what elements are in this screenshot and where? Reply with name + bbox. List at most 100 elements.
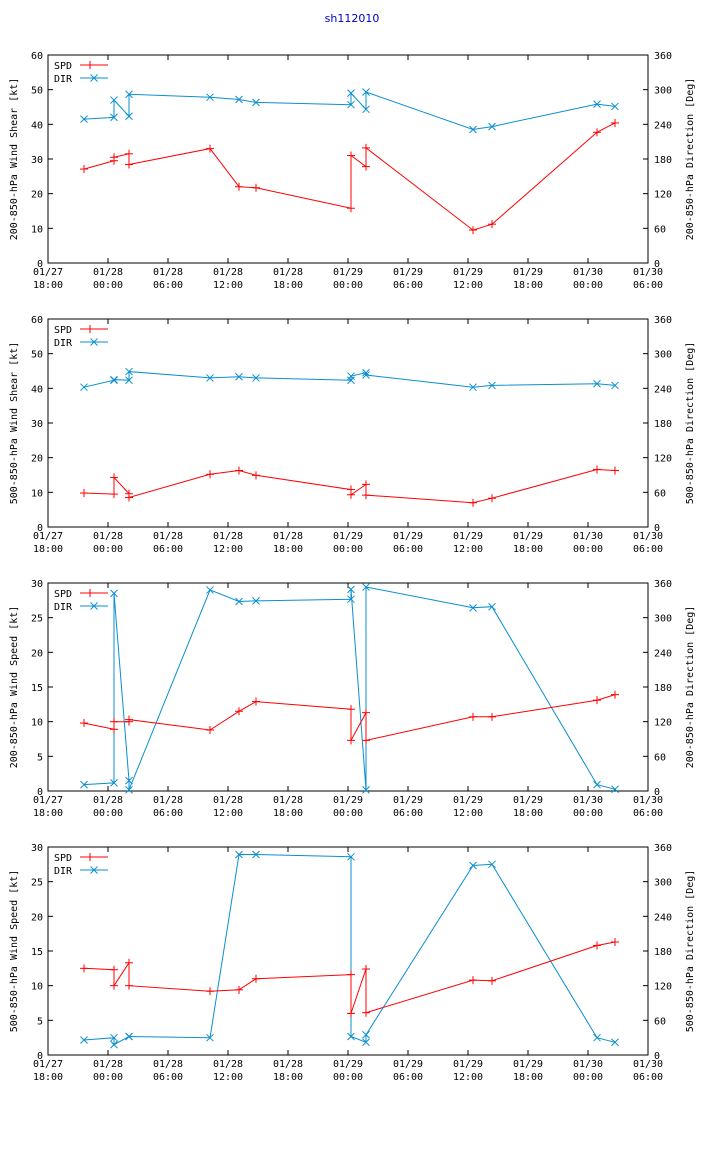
chart-panel-500-850-shear: 0 10 20 30 40 50 60 0 60 120 180 240 300 360 01/27 18:0…	[9, 315, 696, 555]
spd-point	[347, 490, 355, 499]
y2-axis-title: 500-850-hPa Direction [Deg]	[685, 870, 696, 1033]
y-tick-label: 5	[37, 752, 43, 763]
x-tick-date: 01/28	[153, 795, 183, 806]
legend-label-dir: DIR	[54, 866, 73, 877]
x-tick-date: 01/28	[273, 267, 303, 278]
x-tick-time: 00:00	[333, 808, 363, 819]
y2-tick-label: 60	[654, 488, 666, 499]
y-tick-label: 30	[31, 419, 43, 430]
dir-point	[488, 860, 496, 869]
dir-point	[362, 1030, 370, 1039]
plot-frame	[47, 318, 649, 528]
dir-point	[252, 850, 260, 859]
y-tick-label: 50	[31, 86, 43, 97]
spd-point	[362, 708, 370, 717]
y-tick-label: 40	[31, 120, 43, 131]
x-tick-date: 01/29	[333, 1059, 363, 1070]
x-tick-date: 01/27	[33, 531, 63, 542]
spd-point	[110, 725, 118, 734]
x-tick-date: 01/29	[513, 795, 543, 806]
x-tick-date: 01/30	[573, 267, 603, 278]
dir-point	[362, 785, 370, 794]
spd-point	[80, 165, 88, 174]
spd-point	[80, 489, 88, 498]
legend-label-dir: DIR	[54, 74, 73, 85]
legend-marker-dir	[90, 866, 98, 874]
x-tick-time: 00:00	[93, 808, 123, 819]
spd-point	[347, 970, 355, 979]
x-tick-date: 01/29	[333, 531, 363, 542]
dir-point	[593, 1033, 601, 1042]
dir-point	[347, 1032, 355, 1041]
chart-panel-200-850-speed: 05101520253006012018024030036001/2718:00…	[9, 579, 696, 819]
dir-point	[347, 372, 355, 381]
legend-label-spd: SPD	[54, 325, 72, 336]
y2-tick-label: 300	[654, 350, 672, 361]
y2-tick-label: 360	[654, 315, 672, 326]
legend: SPD DIR	[54, 853, 108, 877]
spd-point	[347, 1009, 355, 1018]
x-tick-date: 01/30	[573, 531, 603, 542]
x-tick-time: 18:00	[273, 808, 303, 819]
x-tick-date: 01/28	[213, 531, 243, 542]
spd-point	[110, 981, 118, 990]
chart-panel-500-850-speed: 05101520253006012018024030036001/2718:00…	[9, 843, 696, 1083]
spd-point	[362, 162, 370, 171]
spd-point	[611, 118, 619, 127]
dir-point	[593, 100, 601, 108]
y2-tick-label: 0	[654, 259, 660, 270]
y-axis-title: 200-850-hPa Wind Shear [kt]	[9, 78, 20, 241]
y-tick-label: 60	[31, 51, 43, 62]
legend-label-spd: SPD	[54, 853, 72, 864]
x-tick-time: 00:00	[573, 808, 603, 819]
x-tick-time: 00:00	[93, 544, 123, 555]
x-tick-date: 01/30	[633, 267, 663, 278]
x-tick-time: 06:00	[393, 544, 423, 555]
dir-point	[206, 586, 214, 594]
spd-point	[125, 715, 133, 724]
spd-point	[206, 144, 214, 153]
dir-point	[110, 96, 118, 104]
y-tick-label: 20	[31, 454, 43, 465]
y2-tick-label: 120	[654, 982, 672, 993]
y2-axis-title: 500-850-hPa Direction [Deg]	[685, 342, 696, 505]
dir-point	[80, 1036, 88, 1044]
dir-point	[362, 88, 370, 96]
legend-marker-dir	[90, 74, 98, 82]
x-tick-date: 01/27	[33, 267, 63, 278]
x-tick-date: 01/30	[633, 795, 663, 806]
x-tick-date: 01/28	[213, 795, 243, 806]
dir-point	[125, 90, 133, 99]
y-tick-label: 15	[31, 947, 43, 958]
spd-point	[235, 466, 243, 475]
y-tick-label: 10	[31, 718, 43, 729]
x-tick-time: 12:00	[453, 808, 483, 819]
x-tick-time: 18:00	[33, 808, 63, 819]
y-axis-title: 200-850-hPa Wind Speed [kt]	[9, 606, 20, 769]
x-tick-date: 01/27	[33, 1059, 63, 1070]
spd-point	[80, 719, 88, 728]
dir-point	[206, 374, 214, 382]
dir-point	[252, 374, 260, 382]
dir-point	[347, 89, 355, 97]
legend: SPD DIR	[54, 325, 108, 349]
dir-point	[110, 1033, 118, 1042]
dir-point	[252, 597, 260, 605]
spd-point	[362, 965, 370, 974]
x-tick-time: 18:00	[273, 544, 303, 555]
spd-point	[252, 471, 260, 480]
spd-point	[347, 705, 355, 714]
series-line-spd	[83, 122, 616, 231]
y2-tick-label: 300	[654, 614, 672, 625]
spd-point	[110, 153, 118, 162]
series-line-dir	[83, 91, 616, 131]
x-tick-time: 18:00	[513, 544, 543, 555]
chart-panel-200-850-shear: 0 10 20 30 40 50 60 0 60 120 180 240 300 360 01/27 18:0…	[9, 51, 696, 291]
x-tick-date: 01/29	[333, 267, 363, 278]
x-tick-time: 18:00	[33, 1072, 63, 1083]
spd-point	[469, 712, 477, 721]
x-tick-time: 06:00	[153, 280, 183, 291]
dir-point	[362, 371, 370, 379]
x-tick-time: 06:00	[393, 1072, 423, 1083]
y2-tick-label: 180	[654, 683, 672, 694]
